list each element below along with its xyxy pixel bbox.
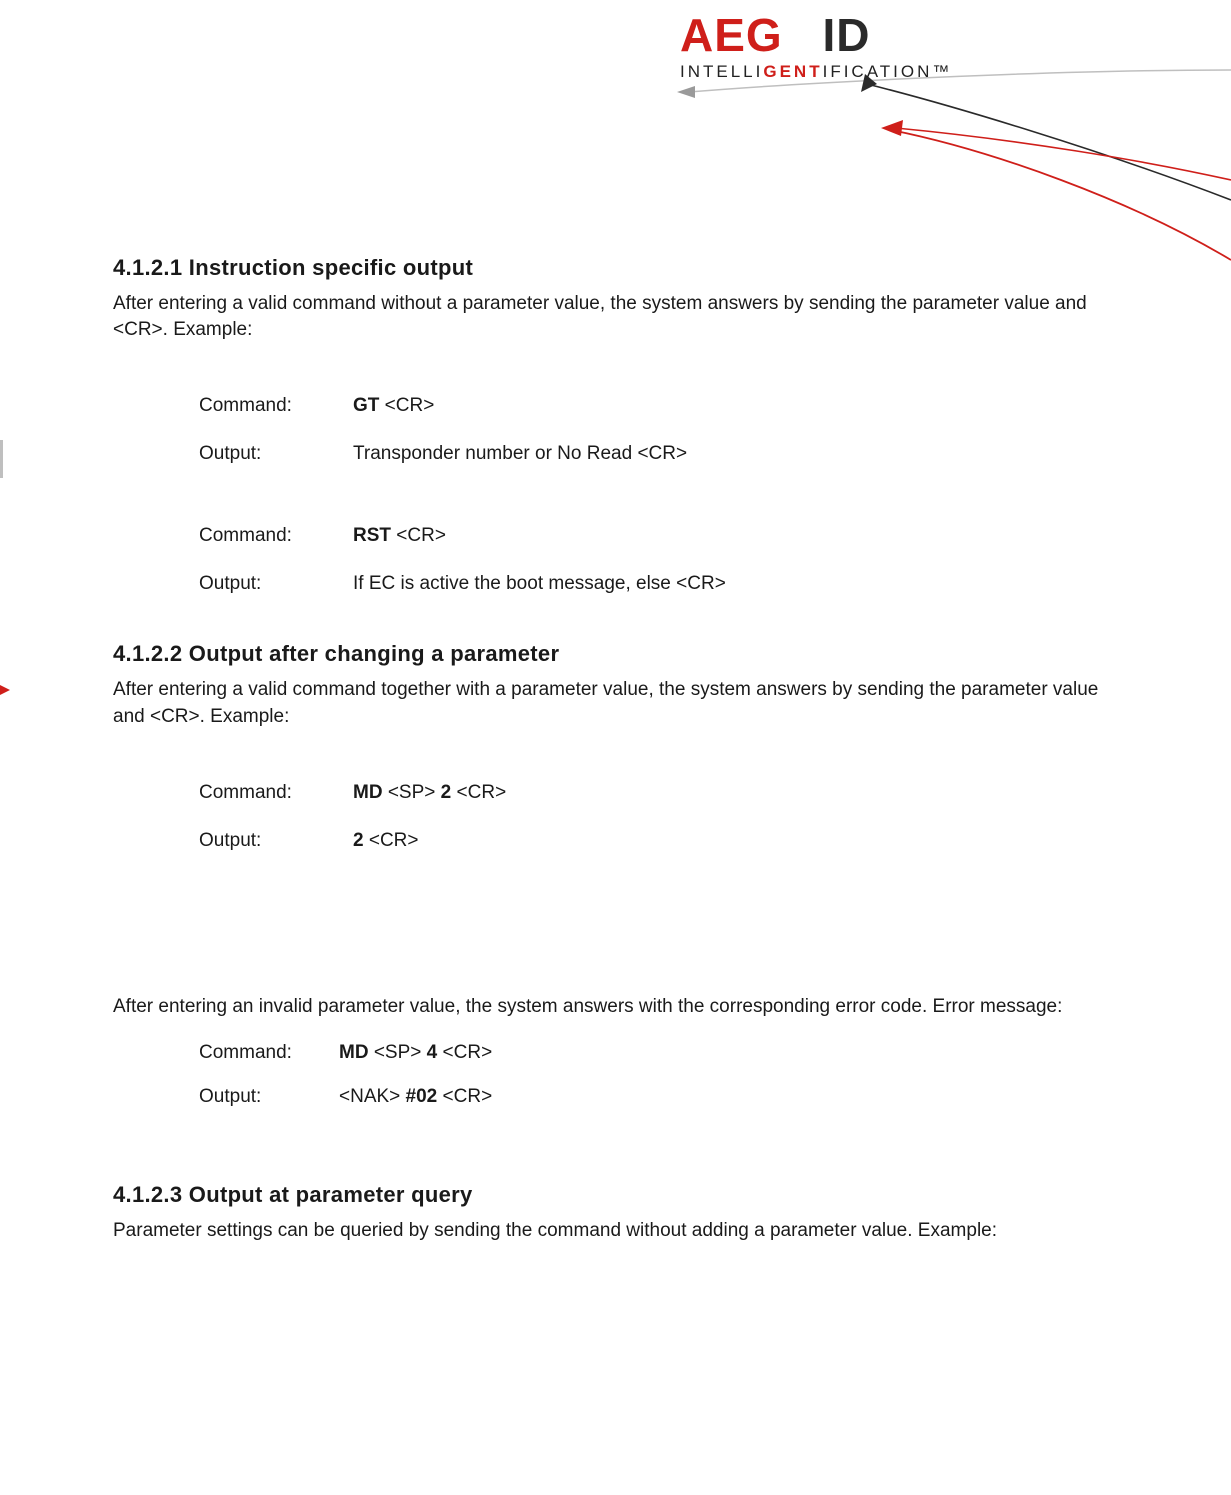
logo-aeg: AEG AEG — [680, 12, 783, 58]
example-value: MD <SP> 4 <CR> — [339, 1042, 1105, 1064]
logo-id: ID — [822, 9, 870, 61]
example-value: GT <CR> — [353, 395, 1105, 417]
example-block: Command: MD <SP> 2 <CR> Output: 2 <CR> — [199, 782, 1105, 852]
example-label: Output: — [199, 443, 353, 465]
heading-4-1-2-2: 4.1.2.2 Output after changing a paramete… — [113, 641, 1105, 667]
example-row: Output: If EC is active the boot message… — [199, 573, 1105, 595]
example-value: Transponder number or No Read <CR> — [353, 443, 1105, 465]
example-row: Command: MD <SP> 2 <CR> — [199, 782, 1105, 804]
example-label: Command: — [199, 395, 353, 417]
heading-4-1-2-3: 4.1.2.3 Output at parameter query — [113, 1182, 1105, 1208]
example-value: If EC is active the boot message, else <… — [353, 573, 1105, 595]
example-row: Command: MD <SP> 4 <CR> — [199, 1042, 1105, 1064]
example-label: Command: — [199, 525, 353, 547]
example-value: RST <CR> — [353, 525, 1105, 547]
section-text: Parameter settings can be queried by sen… — [113, 1218, 1105, 1244]
example-value: MD <SP> 2 <CR> — [353, 782, 1105, 804]
example-row: Command: RST <CR> — [199, 525, 1105, 547]
example-label: Output: — [199, 1086, 339, 1108]
brand-block: AEG AEG ID INTELLIGENTIFICATION™ — [680, 12, 952, 82]
left-margin-arrow-icon — [0, 685, 10, 695]
example-label: Output: — [199, 573, 353, 595]
example-label: Command: — [199, 1042, 339, 1064]
example-row: Output: 2 <CR> — [199, 830, 1105, 852]
example-label: Output: — [199, 830, 353, 852]
section-text: After entering an invalid parameter valu… — [113, 994, 1105, 1020]
heading-4-1-2-1: 4.1.2.1 Instruction specific output — [113, 255, 1105, 281]
example-block: Command: MD <SP> 4 <CR> Output: <NAK> #0… — [199, 1042, 1105, 1108]
brand-logo: AEG AEG ID — [680, 12, 952, 58]
example-row: Command: GT <CR> — [199, 395, 1105, 417]
example-row: Output: Transponder number or No Read <C… — [199, 443, 1105, 465]
example-row: Output: <NAK> #02 <CR> — [199, 1086, 1105, 1108]
example-value: <NAK> #02 <CR> — [339, 1086, 1105, 1108]
section-text: After entering a valid command together … — [113, 677, 1105, 729]
example-label: Command: — [199, 782, 353, 804]
example-value: 2 <CR> — [353, 830, 1105, 852]
content-region: 4.1.2.1 Instruction specific output Afte… — [113, 255, 1105, 1244]
left-margin-tick — [0, 440, 3, 478]
document-page: AEG AEG ID INTELLIGENTIFICATION™ 4.1.2.1… — [0, 0, 1231, 1495]
section-text: After entering a valid command without a… — [113, 291, 1105, 343]
brand-tagline: INTELLIGENTIFICATION™ — [680, 62, 952, 82]
example-block: Command: GT <CR> Output: Transponder num… — [199, 395, 1105, 595]
